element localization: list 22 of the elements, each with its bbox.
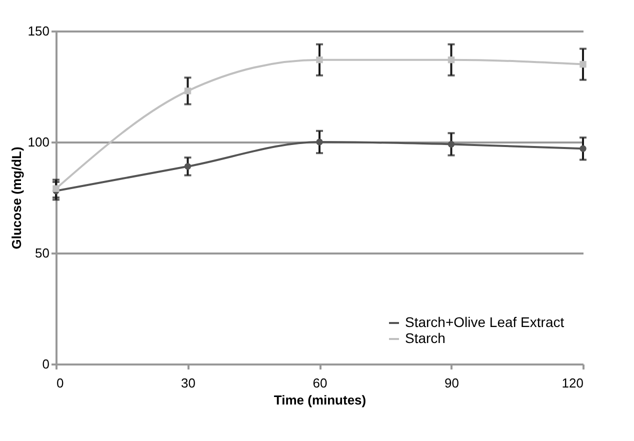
x-tick-label: 30 [181, 376, 196, 390]
x-tick-label: 0 [56, 376, 64, 390]
point [580, 145, 586, 152]
x-axis-title: Time (minutes) [274, 392, 366, 408]
point [316, 138, 323, 146]
point [184, 88, 192, 94]
point [52, 185, 60, 192]
point [448, 56, 455, 64]
y-tick-label: 0 [42, 356, 50, 372]
y-tick-label: 50 [35, 246, 50, 260]
y-tick-label: 100 [28, 134, 50, 150]
legend-label: Starch [405, 330, 446, 346]
x-tick-label: 60 [312, 376, 328, 390]
x-tick-label: 90 [444, 376, 459, 390]
y-tick-label: 150 [28, 24, 50, 38]
point [580, 60, 586, 68]
point [184, 163, 192, 170]
point [316, 56, 323, 64]
y-axis-title: Glucose (mg/dL) [8, 146, 24, 250]
legend-label: Starch+Olive Leaf Extract [405, 314, 564, 330]
x-tick-label: 120 [562, 376, 584, 390]
point [448, 140, 455, 148]
